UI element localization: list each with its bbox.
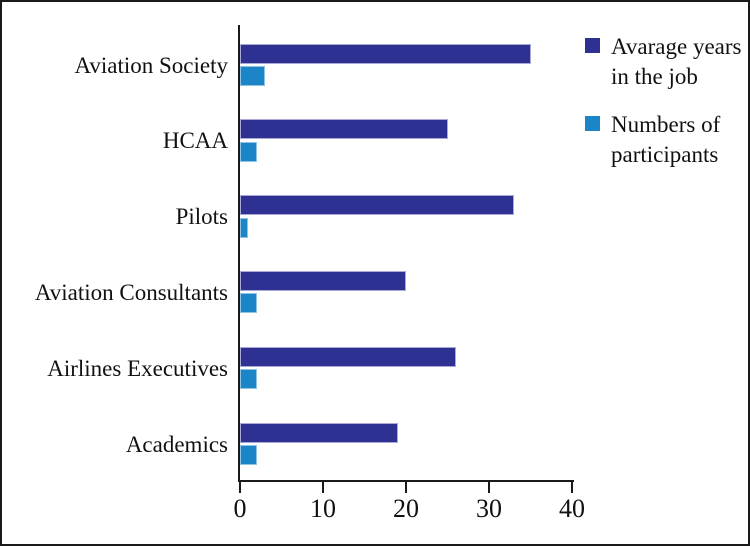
category-label: HCAA: [162, 128, 228, 154]
category-label: Aviation Consultants: [34, 279, 228, 305]
bar-numbers-of-participants: [240, 369, 257, 390]
bar-avarage-years: [240, 119, 448, 140]
bar-avarage-years: [240, 195, 514, 216]
bar-numbers-of-participants: [240, 217, 249, 238]
category-label: Airlines Executives: [47, 355, 228, 381]
chart-legend: Avarage years in the job Numbers of partici…: [585, 32, 745, 188]
x-axis-tick: [488, 480, 490, 493]
legend-item: Avarage years in the job: [585, 32, 745, 92]
bar-numbers-of-participants: [240, 445, 257, 465]
x-axis-tick-label: 20: [393, 494, 419, 523]
legend-swatch-icon: [585, 116, 600, 131]
category-label: Academics: [125, 431, 228, 457]
x-axis-tick: [405, 480, 407, 493]
x-axis-tick-label: 30: [476, 494, 502, 523]
x-axis-tick-label: 40: [559, 494, 585, 523]
x-axis-tick: [239, 480, 241, 493]
category-label: Pilots: [175, 204, 228, 230]
bar-avarage-years: [240, 346, 456, 367]
x-axis-tick: [571, 480, 573, 493]
x-axis-tick: [322, 480, 324, 493]
bar-numbers-of-participants: [240, 141, 257, 162]
x-axis-tick-label: 0: [233, 494, 247, 523]
y-axis-line: [238, 25, 240, 482]
legend-label: Numbers of participants: [611, 112, 721, 167]
bar-avarage-years: [240, 43, 531, 64]
category-label: Aviation Society: [74, 52, 228, 78]
bar-avarage-years: [240, 270, 406, 291]
bar-numbers-of-participants: [240, 293, 257, 314]
bar-avarage-years: [240, 422, 398, 443]
bar-numbers-of-participants: [240, 66, 265, 86]
legend-swatch-icon: [585, 38, 600, 53]
legend-item: Numbers of participants: [585, 110, 745, 170]
legend-label: Avarage years in the job: [611, 34, 742, 89]
x-axis-tick-label: 10: [310, 494, 336, 523]
